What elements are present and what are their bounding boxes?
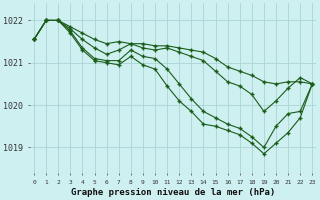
- X-axis label: Graphe pression niveau de la mer (hPa): Graphe pression niveau de la mer (hPa): [71, 188, 275, 197]
